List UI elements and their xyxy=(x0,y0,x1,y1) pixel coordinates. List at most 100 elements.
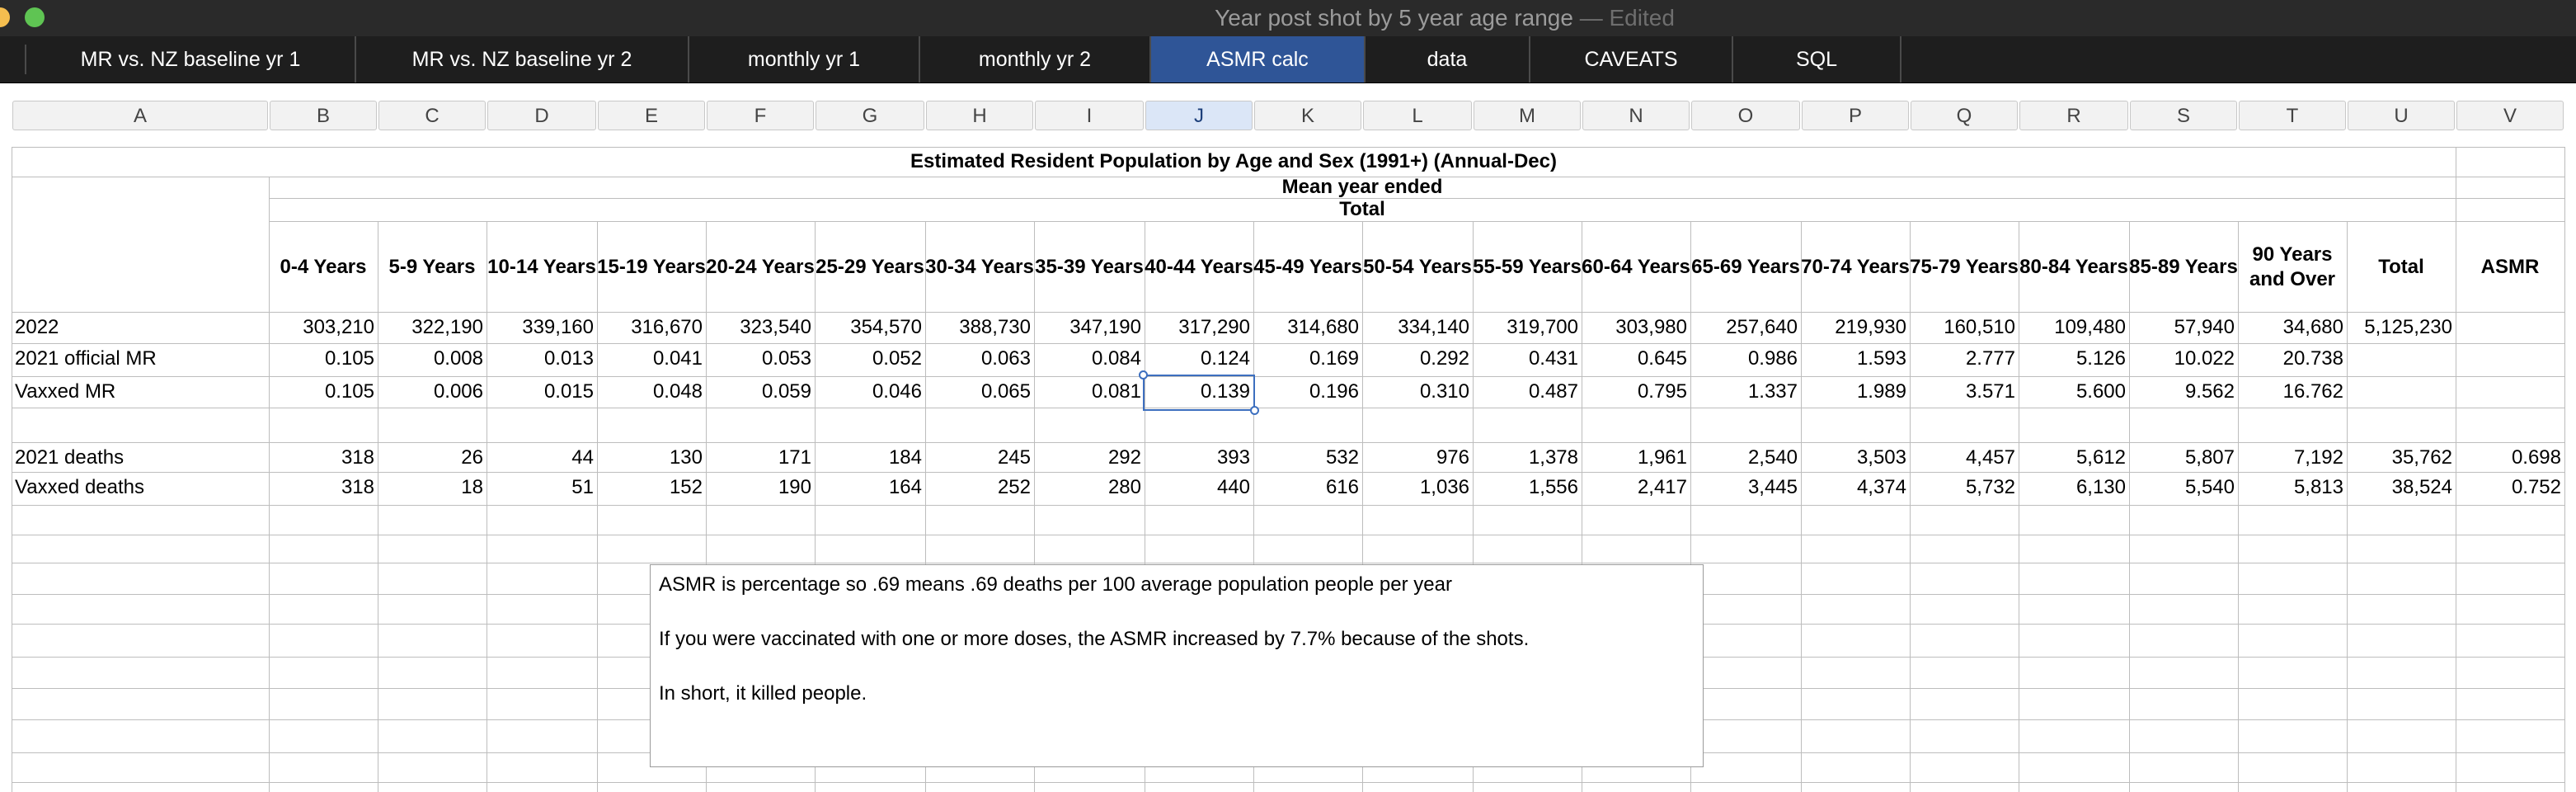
tab-monthly-yr-1[interactable]: monthly yr 1 xyxy=(689,36,920,82)
column-header-h[interactable]: H xyxy=(926,101,1033,130)
table-cell[interactable]: 0.986 xyxy=(1747,347,1798,370)
table-cell[interactable]: 280 xyxy=(1107,476,1141,498)
table-cell[interactable]: 0.124 xyxy=(1200,347,1250,370)
table-cell[interactable]: 318 xyxy=(341,476,374,498)
table-cell[interactable] xyxy=(2347,376,2456,408)
table-cell[interactable]: 0.063 xyxy=(980,347,1031,370)
table-cell[interactable]: 393 xyxy=(1216,446,1250,469)
row-label[interactable] xyxy=(12,408,269,439)
row-label[interactable]: 2022 xyxy=(15,316,59,338)
table-cell[interactable] xyxy=(2456,343,2564,375)
table-cell[interactable]: 323,540 xyxy=(740,316,811,338)
table-cell[interactable]: 0.052 xyxy=(872,347,922,370)
column-label[interactable]: 15-19 Years xyxy=(597,256,706,278)
table-cell[interactable]: 0.006 xyxy=(433,380,483,403)
table-cell[interactable]: 0.196 xyxy=(1309,380,1359,403)
table-cell[interactable]: 0.169 xyxy=(1309,347,1359,370)
table-cell[interactable]: 164 xyxy=(888,476,922,498)
table-cell[interactable] xyxy=(706,408,815,439)
table-cell[interactable]: 152 xyxy=(669,476,703,498)
table-cell[interactable]: 0.487 xyxy=(1528,380,1578,403)
table-cell[interactable]: 3.571 xyxy=(1965,380,2015,403)
table-cell[interactable]: 1.337 xyxy=(1747,380,1798,403)
table-cell[interactable]: 16.762 xyxy=(2282,380,2343,403)
table-cell[interactable]: 334,140 xyxy=(1398,316,1469,338)
table-title[interactable]: Estimated Resident Population by Age and… xyxy=(910,150,1557,172)
table-cell[interactable] xyxy=(378,408,487,439)
table-cell[interactable]: 44 xyxy=(571,446,594,469)
table-cell[interactable]: 26 xyxy=(461,446,483,469)
table-cell[interactable]: 35,762 xyxy=(2391,446,2452,469)
table-cell[interactable]: 5.126 xyxy=(2075,347,2126,370)
table-cell[interactable]: 354,570 xyxy=(850,316,922,338)
table-cell[interactable]: 0.041 xyxy=(652,347,703,370)
table-cell[interactable]: 1,378 xyxy=(1528,446,1578,469)
table-cell[interactable]: 318 xyxy=(341,446,374,469)
column-label[interactable]: 60-64 Years xyxy=(1582,256,1690,278)
column-label[interactable]: ASMR xyxy=(2480,256,2540,278)
table-cell[interactable]: 5,125,230 xyxy=(2364,316,2452,338)
column-label[interactable]: 75-79 Years xyxy=(1910,256,2019,278)
table-cell[interactable]: 0.059 xyxy=(761,380,811,403)
table-cell[interactable]: 51 xyxy=(571,476,594,498)
column-header-k[interactable]: K xyxy=(1254,101,1361,130)
table-cell[interactable]: 0.065 xyxy=(980,380,1031,403)
table-cell[interactable]: 0.431 xyxy=(1528,347,1578,370)
table-cell[interactable]: 1.989 xyxy=(1856,380,1906,403)
column-header-s[interactable]: S xyxy=(2130,101,2237,130)
table-cell[interactable] xyxy=(1473,408,1582,439)
column-label[interactable]: 90 Years and Over xyxy=(2249,243,2336,290)
table-cell[interactable] xyxy=(1582,408,1690,439)
column-label[interactable]: 45-49 Years xyxy=(1253,256,1362,278)
row-label[interactable]: 2021 official MR xyxy=(15,347,157,370)
table-cell[interactable] xyxy=(2456,312,2564,343)
table-cell[interactable]: 319,700 xyxy=(1507,316,1578,338)
table-cell[interactable]: 0.105 xyxy=(324,347,374,370)
table-cell[interactable]: 0.752 xyxy=(2511,476,2561,498)
column-header-t[interactable]: T xyxy=(2239,101,2346,130)
table-cell[interactable]: 2.777 xyxy=(1965,347,2015,370)
table-cell[interactable]: 303,980 xyxy=(1615,316,1687,338)
table-cell[interactable]: 0.310 xyxy=(1419,380,1469,403)
column-header-d[interactable]: D xyxy=(487,101,596,130)
table-cell[interactable]: 2,417 xyxy=(1637,476,1687,498)
table-cell[interactable]: 0.046 xyxy=(872,380,922,403)
column-header-b[interactable]: B xyxy=(270,101,377,130)
table-cell[interactable] xyxy=(2238,408,2347,439)
table-cell[interactable]: 245 xyxy=(997,446,1031,469)
column-label[interactable]: 35-39 Years xyxy=(1035,256,1144,278)
table-cell[interactable] xyxy=(2347,408,2456,439)
table-cell[interactable]: 57,940 xyxy=(2174,316,2235,338)
table-cell[interactable]: 388,730 xyxy=(959,316,1031,338)
table-cell[interactable]: 1,036 xyxy=(1419,476,1469,498)
column-header-m[interactable]: M xyxy=(1474,101,1581,130)
table-cell[interactable]: 440 xyxy=(1216,476,1250,498)
table-cell[interactable]: 1,556 xyxy=(1528,476,1578,498)
column-label[interactable]: 10-14 Years xyxy=(487,256,596,278)
table-cell[interactable] xyxy=(1253,408,1362,439)
table-cell[interactable]: 0.105 xyxy=(324,380,374,403)
table-cell[interactable] xyxy=(2456,408,2564,439)
table-cell[interactable]: 257,640 xyxy=(1726,316,1798,338)
column-label[interactable]: 30-34 Years xyxy=(925,256,1034,278)
table-cell[interactable]: 0.013 xyxy=(543,347,594,370)
table-cell[interactable]: 0.645 xyxy=(1637,347,1687,370)
table-cell[interactable]: 0.008 xyxy=(433,347,483,370)
selected-cell-j[interactable] xyxy=(1139,370,1259,415)
table-cell[interactable]: 322,190 xyxy=(411,316,483,338)
table-cell[interactable]: 532 xyxy=(1325,446,1359,469)
table-cell[interactable]: 171 xyxy=(778,446,811,469)
table-cell[interactable]: 0.795 xyxy=(1637,380,1687,403)
column-label[interactable]: 80-84 Years xyxy=(2019,256,2128,278)
tab-mr-vs-nz-baseline-yr-2[interactable]: MR vs. NZ baseline yr 2 xyxy=(356,36,689,82)
column-header-f[interactable]: F xyxy=(707,101,814,130)
selection-handle-bottom-right[interactable] xyxy=(1250,406,1259,415)
table-cell[interactable]: 10.022 xyxy=(2174,347,2235,370)
table-cell[interactable]: 160,510 xyxy=(1944,316,2015,338)
table-cell[interactable] xyxy=(1801,408,1910,439)
tab-mr-vs-nz-baseline-yr-1[interactable]: MR vs. NZ baseline yr 1 xyxy=(26,36,356,82)
table-cell[interactable]: 3,445 xyxy=(1747,476,1798,498)
table-cell[interactable]: 7,192 xyxy=(2293,446,2343,469)
column-label[interactable]: 65-69 Years xyxy=(1691,256,1800,278)
table-cell[interactable]: 109,480 xyxy=(2054,316,2126,338)
